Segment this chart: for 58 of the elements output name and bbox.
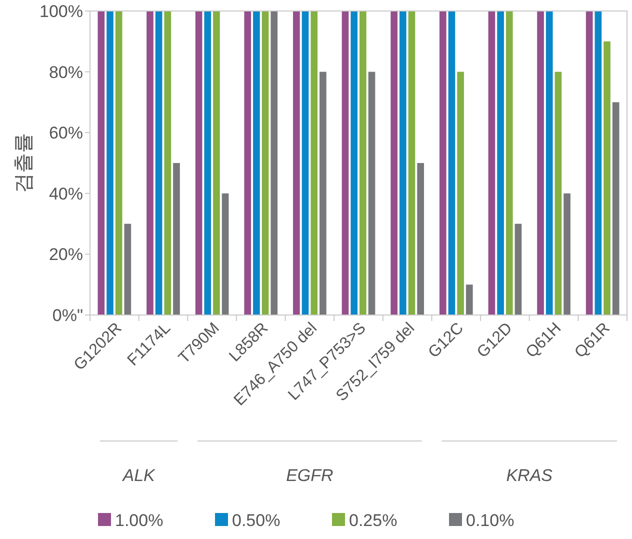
y-axis-title: 검출률 <box>13 133 35 193</box>
legend-label: 0.50% <box>232 511 280 530</box>
bar <box>546 11 553 315</box>
bar <box>342 11 349 315</box>
bar <box>146 11 154 315</box>
bar <box>293 11 300 315</box>
bar <box>457 72 464 315</box>
y-tick-label: 60% <box>48 124 83 143</box>
bar <box>222 193 229 315</box>
legend-label: 0.10% <box>466 511 514 530</box>
y-tick-label: 100% <box>40 2 83 21</box>
bar <box>350 11 358 315</box>
bar <box>390 11 398 315</box>
bar <box>115 11 122 315</box>
bar <box>320 72 326 315</box>
bar <box>164 11 172 315</box>
text: EGFR <box>286 466 334 485</box>
bar <box>554 72 562 315</box>
bar <box>514 224 522 315</box>
bar <box>448 11 456 315</box>
y-tick-label: 20% <box>48 245 83 264</box>
legend-label: 1.00% <box>115 511 164 530</box>
bar <box>124 224 132 315</box>
bar <box>488 11 496 315</box>
bar <box>98 11 105 315</box>
text: KRAS <box>506 466 554 485</box>
bar <box>173 163 180 315</box>
bar <box>106 11 114 315</box>
bar <box>586 11 593 315</box>
bar <box>270 11 278 315</box>
bar <box>262 11 269 315</box>
bar <box>195 11 202 315</box>
bar <box>302 11 309 315</box>
bar <box>594 11 602 315</box>
bar <box>417 163 424 315</box>
bar <box>360 11 366 315</box>
bar <box>244 11 252 315</box>
bar <box>497 11 504 315</box>
bar <box>368 72 376 315</box>
legend-label: 0.25% <box>349 511 398 530</box>
y-tick-label: 80% <box>48 62 83 82</box>
bar <box>155 11 162 315</box>
bar <box>506 11 513 315</box>
bar <box>604 41 610 315</box>
bar <box>253 11 260 315</box>
bar <box>466 284 473 315</box>
bar <box>439 11 446 315</box>
bar <box>564 193 570 315</box>
bar <box>213 11 220 315</box>
bar <box>310 11 318 315</box>
bar <box>399 11 406 315</box>
bar <box>537 11 544 315</box>
y-tick-label: 0%" <box>52 306 83 325</box>
text: ALK <box>122 466 156 485</box>
bar <box>204 11 212 315</box>
bar <box>612 102 620 315</box>
y-tick-label: 40% <box>48 184 83 204</box>
bar <box>408 11 416 315</box>
